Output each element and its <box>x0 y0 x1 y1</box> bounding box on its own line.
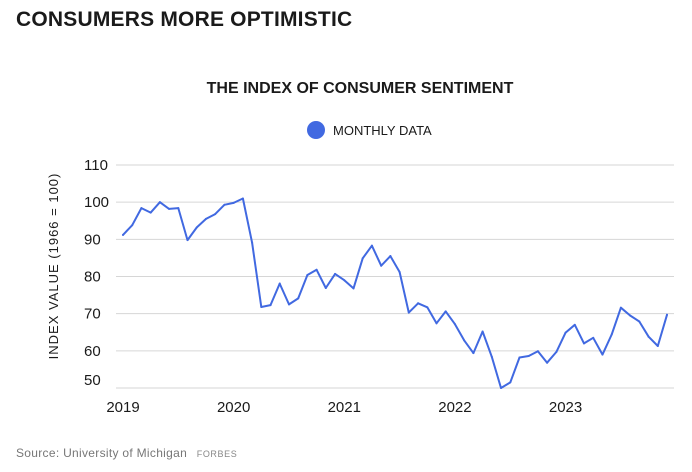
data-point <box>241 197 244 200</box>
headline: CONSUMERS MORE OPTIMISTIC <box>16 8 353 31</box>
data-point <box>407 311 410 314</box>
y-tick-70: 70 <box>84 306 101 323</box>
data-point <box>656 345 659 348</box>
y-tick-100: 100 <box>84 194 109 211</box>
data-point <box>287 303 290 306</box>
data-point <box>509 381 512 384</box>
data-point <box>186 239 189 242</box>
legend-label: MONTHLY DATA <box>333 123 432 138</box>
data-point <box>361 257 364 260</box>
legend-marker <box>307 121 325 139</box>
series-monthly-data <box>122 197 668 389</box>
data-point <box>564 331 567 334</box>
data-point <box>343 279 346 282</box>
data-point <box>638 320 641 323</box>
data-point <box>269 304 272 307</box>
gridlines <box>116 164 674 389</box>
data-point <box>592 336 595 339</box>
data-point <box>472 352 475 355</box>
data-point <box>601 353 604 356</box>
data-point <box>610 333 613 336</box>
y-tick-110: 110 <box>84 157 108 174</box>
chart-title: THE INDEX OF CONSUMER SENTIMENT <box>207 80 514 97</box>
data-point <box>619 306 622 309</box>
data-point <box>352 287 355 290</box>
data-point <box>398 271 401 274</box>
data-point <box>546 361 549 364</box>
data-point <box>297 297 300 300</box>
data-point <box>426 306 429 309</box>
data-point <box>122 233 124 236</box>
data-point <box>518 356 521 359</box>
data-point <box>168 207 171 210</box>
x-tick-2021: 2021 <box>328 399 361 416</box>
data-point <box>647 335 650 338</box>
data-point <box>453 323 456 326</box>
y-tick-labels: 60 70 80 90 100 110 50 <box>84 157 109 389</box>
data-point <box>131 224 134 227</box>
data-point <box>324 287 327 290</box>
data-point <box>149 211 152 214</box>
data-point <box>573 323 576 326</box>
source-text: Source: University of Michigan <box>16 446 188 460</box>
x-tick-2022: 2022 <box>438 399 471 416</box>
data-point <box>536 350 539 353</box>
data-point <box>417 302 420 305</box>
y-tick-80: 80 <box>84 269 101 286</box>
x-tick-2019: 2019 <box>106 399 139 416</box>
data-point <box>177 207 180 210</box>
data-point <box>315 268 318 271</box>
data-point <box>334 272 337 275</box>
data-point <box>278 282 281 285</box>
sentiment-line-chart: THE INDEX OF CONSUMER SENTIMENT MONTHLY … <box>46 80 674 416</box>
data-point <box>380 264 383 267</box>
data-point <box>158 201 161 204</box>
brand-label: FORBES <box>196 449 238 459</box>
data-point <box>251 241 254 244</box>
data-point <box>481 330 484 333</box>
data-point <box>490 355 493 358</box>
x-tick-2020: 2020 <box>217 399 250 416</box>
data-point <box>555 350 558 353</box>
x-tick-2023: 2023 <box>549 399 582 416</box>
data-point <box>306 274 309 277</box>
data-point <box>389 255 392 258</box>
data-point <box>463 339 466 342</box>
series-line <box>122 197 668 389</box>
data-point <box>629 314 632 317</box>
data-point <box>435 322 438 325</box>
data-point <box>666 313 668 316</box>
data-point <box>527 355 530 358</box>
y-tick-50: 50 <box>84 372 101 389</box>
data-point <box>232 201 235 204</box>
y-axis-title: INDEX VALUE (1966 = 100) <box>46 173 61 360</box>
y-tick-60: 60 <box>84 343 101 360</box>
data-point <box>260 305 263 308</box>
data-point <box>370 244 373 247</box>
data-point <box>500 387 503 389</box>
data-point <box>214 213 217 216</box>
data-point <box>204 217 207 220</box>
x-tick-labels: 2019 2020 2021 2022 2023 <box>106 399 582 416</box>
data-point <box>195 226 198 229</box>
legend: MONTHLY DATA <box>307 121 432 139</box>
source-note: Source: University of Michigan FORBES <box>16 446 237 460</box>
data-point <box>444 310 447 313</box>
data-point <box>223 203 226 206</box>
data-point <box>140 207 143 210</box>
data-point <box>583 342 586 345</box>
y-tick-90: 90 <box>84 231 101 248</box>
